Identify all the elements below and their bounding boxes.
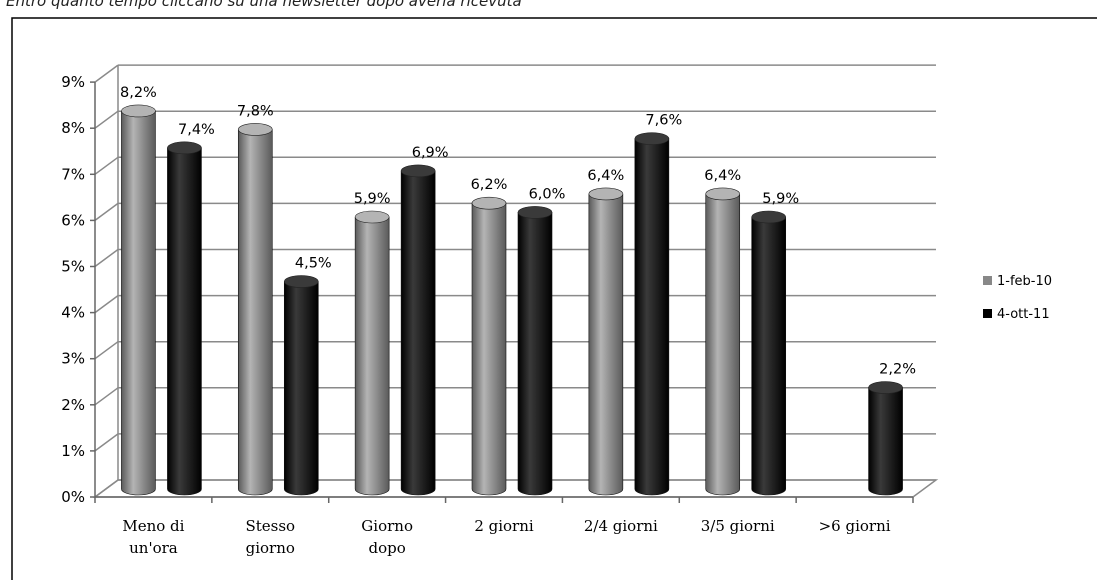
data-labels: 8,2% 7,4% 7,8% 4,5% 5,9% 6,9% 6,2% 6,0% 6,4% 7,6%… (120, 85, 916, 378)
legend: 1-feb-10 4-ott-11 (983, 274, 1052, 322)
gridline-depth (94, 156, 119, 175)
bar (751, 216, 787, 496)
x-tick-label: Giorno (361, 517, 413, 535)
gridline-depth (94, 64, 119, 83)
data-label: 7,6% (645, 113, 682, 129)
bar-top (400, 164, 436, 178)
x-tick-label: dopo (369, 539, 406, 557)
bar (283, 281, 319, 496)
bar (237, 129, 273, 496)
x-tick-label: 2 giorni (474, 517, 534, 535)
gridline-depth (94, 294, 119, 314)
legend-label: 1-feb-10 (997, 274, 1052, 289)
gridline-depth (94, 110, 119, 129)
data-label: 8,2% (120, 85, 157, 101)
legend-swatch (983, 309, 992, 318)
x-axis: Meno di un'ora Stesso giorno Giorno dopo 2 gio… (94, 496, 914, 557)
x-tick-label: Meno di (122, 517, 184, 535)
y-tick-label: 5% (61, 258, 85, 276)
bar (471, 202, 507, 496)
data-label: 6,2% (471, 177, 508, 193)
bar (354, 216, 390, 496)
gridline-depth (94, 433, 119, 452)
gridline-depth (94, 341, 119, 360)
bar-top (634, 132, 670, 145)
data-label: 2,2% (879, 362, 916, 378)
chart-title-partial: Entro quanto tempo cliccano su una newsl… (6, 0, 522, 10)
bar-top (517, 206, 553, 219)
bar (517, 212, 553, 496)
y-tick-label: 7% (61, 165, 85, 183)
gridline-depth (94, 202, 119, 222)
bar (121, 110, 156, 496)
data-label: 6,0% (529, 186, 566, 202)
bar (400, 170, 436, 496)
data-label: 7,4% (178, 122, 215, 138)
bar (167, 147, 202, 496)
bar-top (121, 104, 156, 118)
legend-swatch (983, 276, 992, 285)
data-label: 5,9% (354, 191, 391, 207)
bar-top (354, 210, 390, 224)
bar-top (751, 210, 787, 224)
x-tick-label: giorno (246, 539, 295, 557)
gridline-depth (94, 248, 119, 268)
bar-top (868, 381, 903, 394)
x-tick-label: Stesso (245, 517, 295, 535)
bar-top (588, 187, 624, 201)
bars (121, 104, 903, 496)
bar-top (471, 196, 507, 210)
data-label: 5,9% (762, 191, 799, 207)
data-label: 4,5% (295, 256, 332, 272)
y-tick-label: 2% (61, 396, 85, 414)
y-tick-label: 6% (61, 211, 85, 229)
x-tick-label: 2/4 giorni (584, 517, 658, 535)
legend-label: 4-ott-11 (997, 307, 1050, 322)
bar-top (283, 275, 319, 288)
y-tick-label: 0% (61, 488, 85, 506)
bar-top (237, 123, 273, 136)
bar (588, 193, 624, 496)
bar-top (705, 187, 741, 201)
data-label: 6,9% (412, 145, 449, 161)
bar-top (167, 141, 202, 155)
data-label: 6,4% (704, 168, 741, 184)
data-label: 7,8% (237, 103, 274, 119)
y-axis: 0% 1% 2% 3% 4% 5% 6% 7% 8% 9% (61, 73, 96, 506)
bar (705, 193, 741, 496)
bar (634, 138, 670, 496)
y-tick-label: 8% (61, 119, 85, 137)
x-tick-label: 3/5 giorni (701, 517, 775, 535)
gridline-depth (94, 387, 119, 406)
bar (868, 387, 903, 496)
y-tick-label: 1% (61, 442, 85, 460)
x-tick-label: un'ora (129, 539, 178, 557)
data-label: 6,4% (587, 168, 624, 184)
y-tick-label: 4% (61, 304, 85, 322)
x-tick-label: >6 giorni (819, 517, 891, 535)
y-tick-label: 3% (61, 350, 85, 368)
y-tick-label: 9% (61, 73, 85, 91)
